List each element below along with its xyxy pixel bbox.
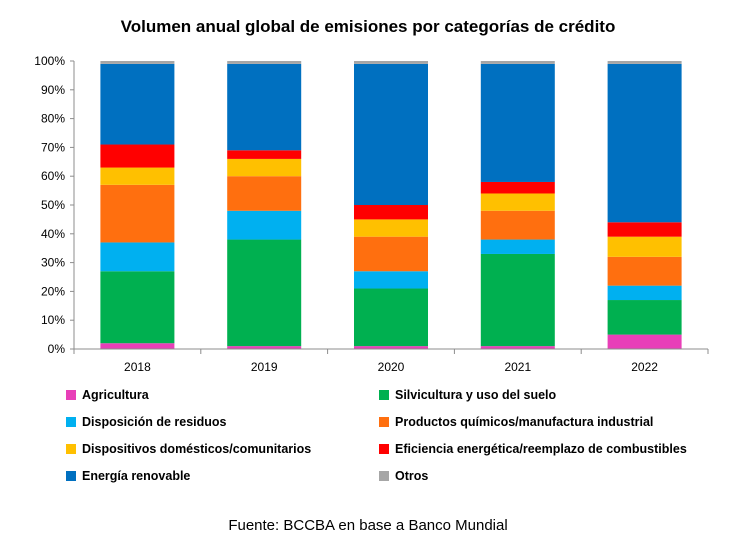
bar-segment-2020-dispositivos-dom-sticos-comunitarios bbox=[354, 219, 428, 237]
y-tick-label: 60% bbox=[41, 169, 65, 183]
bar-segment-2021-eficiencia-energ-tica-reemplazo-de-combustibles bbox=[480, 181, 555, 194]
legend-item-otros: Otros bbox=[379, 469, 428, 483]
bar-segment-2022-eficiencia-energ-tica-reemplazo-de-combustibles bbox=[607, 222, 682, 237]
y-tick-label: 10% bbox=[41, 313, 65, 327]
y-tick-label: 0% bbox=[48, 342, 66, 356]
x-tick-label: 2022 bbox=[631, 360, 658, 374]
y-tick-label: 40% bbox=[41, 227, 65, 241]
y-tick-label: 70% bbox=[41, 140, 65, 154]
legend-swatch bbox=[379, 417, 389, 427]
bar-segment-2020-energ-a-renovable bbox=[354, 63, 428, 205]
bar-segment-2019-productos-qu-micos-manufactura-industrial bbox=[227, 176, 302, 211]
legend-swatch bbox=[66, 444, 76, 454]
legend-label: Energía renovable bbox=[82, 469, 191, 483]
bar-segment-2020-silvicultura-y-uso-del-suelo bbox=[354, 288, 428, 347]
y-tick-label: 50% bbox=[41, 198, 65, 212]
x-tick-label: 2018 bbox=[124, 360, 151, 374]
legend-swatch bbox=[66, 390, 76, 400]
legend-swatch bbox=[66, 471, 76, 481]
bar-segment-2021-otros bbox=[480, 61, 555, 64]
chart-title: Volumen anual global de emisiones por ca… bbox=[120, 17, 616, 36]
bar-segment-2022-otros bbox=[607, 61, 682, 64]
bar-segment-2021-productos-qu-micos-manufactura-industrial bbox=[480, 210, 555, 240]
bar-segment-2018-agricultura bbox=[100, 343, 175, 349]
bar-segment-2020-disposici-n-de-residuos bbox=[354, 271, 428, 289]
bar-segment-2020-agricultura bbox=[354, 346, 428, 349]
legend-swatch bbox=[66, 417, 76, 427]
bar-segment-2021-disposici-n-de-residuos bbox=[480, 239, 555, 254]
y-tick-label: 20% bbox=[41, 284, 65, 298]
legend-label: Disposición de residuos bbox=[82, 415, 227, 429]
legend-item-eficiencia-energ-tica-reemplazo-de-combustibles: Eficiencia energética/reemplazo de combu… bbox=[379, 442, 687, 456]
legend-label: Dispositivos domésticos/comunitarios bbox=[82, 442, 312, 456]
bar-segment-2018-productos-qu-micos-manufactura-industrial bbox=[100, 184, 175, 243]
bar-segment-2019-dispositivos-dom-sticos-comunitarios bbox=[227, 158, 302, 177]
legend-label: Eficiencia energética/reemplazo de combu… bbox=[395, 442, 687, 456]
bar-segment-2018-energ-a-renovable bbox=[100, 63, 175, 145]
bar-segment-2019-energ-a-renovable bbox=[227, 63, 302, 151]
bar-segment-2018-eficiencia-energ-tica-reemplazo-de-combustibles bbox=[100, 144, 175, 168]
y-tick-label: 80% bbox=[41, 112, 65, 126]
bar-segment-2022-agricultura bbox=[607, 334, 682, 349]
bar-segment-2021-dispositivos-dom-sticos-comunitarios bbox=[480, 193, 555, 211]
bar-segment-2018-otros bbox=[100, 61, 175, 64]
x-tick-label: 2021 bbox=[504, 360, 531, 374]
bar-segment-2022-productos-qu-micos-manufactura-industrial bbox=[607, 256, 682, 286]
legend-label: Productos químicos/manufactura industria… bbox=[395, 415, 654, 429]
x-tick-label: 2019 bbox=[251, 360, 278, 374]
legend-item-agricultura: Agricultura bbox=[66, 388, 149, 402]
bar-segment-2019-eficiencia-energ-tica-reemplazo-de-combustibles bbox=[227, 150, 302, 159]
y-tick-label: 90% bbox=[41, 83, 65, 97]
bar-segment-2019-silvicultura-y-uso-del-suelo bbox=[227, 239, 302, 347]
bar-segment-2019-agricultura bbox=[227, 346, 302, 349]
bar-segment-2022-disposici-n-de-residuos bbox=[607, 285, 682, 301]
y-tick-label: 30% bbox=[41, 256, 65, 270]
bar-segment-2022-energ-a-renovable bbox=[607, 63, 682, 223]
legend-swatch bbox=[379, 390, 389, 400]
legend-item-dispositivos-dom-sticos-comunitarios: Dispositivos domésticos/comunitarios bbox=[66, 442, 311, 456]
bar-segment-2018-disposici-n-de-residuos bbox=[100, 242, 175, 272]
bar-segment-2019-disposici-n-de-residuos bbox=[227, 210, 302, 240]
bar-segment-2021-agricultura bbox=[480, 346, 555, 349]
bar-segment-2020-productos-qu-micos-manufactura-industrial bbox=[354, 236, 428, 272]
legend-item-energ-a-renovable: Energía renovable bbox=[66, 469, 190, 483]
bar-segment-2020-eficiencia-energ-tica-reemplazo-de-combustibles bbox=[354, 205, 428, 220]
legend-item-disposici-n-de-residuos: Disposición de residuos bbox=[66, 415, 226, 429]
legend-swatch bbox=[379, 471, 389, 481]
legend-swatch bbox=[379, 444, 389, 454]
legend-item-productos-qu-micos-manufactura-industrial: Productos químicos/manufactura industria… bbox=[379, 415, 653, 429]
bar-segment-2018-dispositivos-dom-sticos-comunitarios bbox=[100, 167, 175, 185]
y-tick-label: 100% bbox=[34, 54, 65, 68]
legend-label: Otros bbox=[395, 469, 429, 483]
x-tick-label: 2020 bbox=[378, 360, 405, 374]
bar-segment-2022-dispositivos-dom-sticos-comunitarios bbox=[607, 236, 682, 257]
stacked-bar-chart: 0% 10% 20% 30% 40% 50% 60% 70% 80% 90% 100% 2018 201… bbox=[34, 54, 709, 374]
bar-segment-2022-silvicultura-y-uso-del-suelo bbox=[607, 300, 682, 335]
bar-segment-2021-energ-a-renovable bbox=[480, 63, 555, 182]
legend-item-silvicultura-y-uso-del-suelo: Silvicultura y uso del suelo bbox=[379, 388, 556, 402]
bar-segment-2019-otros bbox=[227, 61, 302, 64]
legend-label: Silvicultura y uso del suelo bbox=[395, 388, 557, 402]
legend-label: Agricultura bbox=[82, 388, 149, 402]
bar-segment-2021-silvicultura-y-uso-del-suelo bbox=[480, 253, 555, 347]
source-note: Fuente: BCCBA en base a Banco Mundial bbox=[228, 517, 508, 534]
bar-segment-2018-silvicultura-y-uso-del-suelo bbox=[100, 271, 175, 344]
bar-segment-2020-otros bbox=[354, 61, 428, 64]
